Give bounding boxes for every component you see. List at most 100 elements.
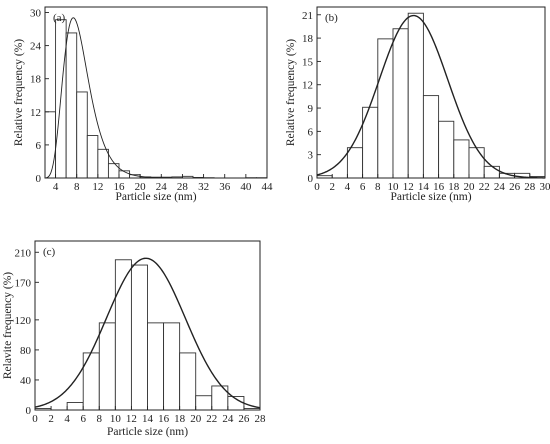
x-tick-label: 44 bbox=[262, 181, 274, 193]
panel-label: (a) bbox=[53, 12, 66, 24]
x-tick-label: 4 bbox=[64, 413, 70, 425]
x-tick-label: 16 bbox=[114, 181, 126, 193]
x-tick-label: 8 bbox=[74, 181, 80, 193]
panel-label: (b) bbox=[325, 12, 338, 24]
x-tick-label: 12 bbox=[403, 181, 414, 193]
y-tick-label: 210 bbox=[15, 247, 32, 259]
plot-frame bbox=[316, 6, 546, 179]
x-tick-label: 20 bbox=[190, 413, 202, 425]
x-tick-label: 26 bbox=[238, 413, 250, 425]
histogram-bar bbox=[107, 163, 120, 179]
x-tick-label: 18 bbox=[174, 413, 186, 425]
x-tick-label: 28 bbox=[177, 181, 189, 193]
x-tick-label: 8 bbox=[97, 413, 103, 425]
x-tick-label: 32 bbox=[198, 181, 209, 193]
y-tick-label: 18 bbox=[302, 33, 314, 45]
y-tick-label: 18 bbox=[30, 74, 42, 86]
panel-label: (c) bbox=[43, 246, 56, 258]
x-tick-label: 28 bbox=[255, 413, 267, 425]
x-tick-label: 12 bbox=[92, 181, 103, 193]
y-tick-label: 170 bbox=[15, 277, 32, 289]
y-tick-label: 0 bbox=[36, 173, 42, 185]
histogram-bar bbox=[130, 264, 148, 411]
y-axis-label: Relavite frequency (%) bbox=[2, 272, 14, 379]
plot-frame bbox=[44, 6, 268, 179]
y-tick-label: 0 bbox=[308, 173, 314, 185]
x-tick-label: 0 bbox=[32, 413, 38, 425]
y-tick-label: 6 bbox=[36, 140, 42, 152]
x-tick-label: 12 bbox=[126, 413, 137, 425]
histogram-bar bbox=[147, 322, 165, 411]
x-tick-label: 14 bbox=[418, 181, 430, 193]
histogram-bar bbox=[163, 322, 181, 411]
x-tick-label: 2 bbox=[48, 413, 54, 425]
x-tick-label: 14 bbox=[142, 413, 154, 425]
histogram-bar bbox=[97, 148, 109, 179]
x-axis-label: Particle size (nm) bbox=[115, 191, 196, 203]
y-tick-label: 3 bbox=[308, 150, 314, 162]
histogram-bar bbox=[392, 28, 409, 179]
x-tick-label: 2 bbox=[329, 181, 335, 193]
x-tick-label: 24 bbox=[222, 413, 234, 425]
x-axis-label: Particle size (nm) bbox=[107, 426, 188, 438]
histogram-bar bbox=[407, 12, 424, 179]
histogram-bar bbox=[483, 165, 500, 179]
x-tick-label: 28 bbox=[524, 181, 536, 193]
y-tick-label: 12 bbox=[30, 107, 41, 119]
x-axis-label: Particle size (nm) bbox=[390, 191, 471, 203]
x-tick-label: 4 bbox=[53, 181, 59, 193]
x-tick-label: 4 bbox=[345, 181, 351, 193]
chart-panel-3: 0 2 4 6 8 10 12 14 16 18 20 22 24 26 2804080120170210(… bbox=[2, 240, 267, 438]
x-tick-label: 10 bbox=[110, 413, 122, 425]
x-tick-label: 24 bbox=[494, 181, 506, 193]
histogram-bar bbox=[66, 402, 84, 411]
y-tick-label: 15 bbox=[302, 56, 314, 68]
y-tick-label: 24 bbox=[30, 41, 42, 53]
y-tick-label: 6 bbox=[308, 126, 314, 138]
x-tick-label: 22 bbox=[479, 181, 490, 193]
y-tick-label: 120 bbox=[15, 315, 32, 327]
x-tick-label: 22 bbox=[206, 413, 217, 425]
histogram-bar bbox=[86, 135, 99, 179]
chart-panel-2: 0 2 4 6 8 10 12 14 16 18 20 22 24 26 28 30036912151821(… bbox=[285, 6, 550, 203]
x-tick-label: 26 bbox=[509, 181, 521, 193]
y-tick-label: 21 bbox=[302, 10, 313, 22]
x-tick-label: 16 bbox=[433, 181, 445, 193]
histogram-bar bbox=[422, 95, 440, 179]
histogram-bar bbox=[468, 147, 485, 179]
x-tick-label: 36 bbox=[219, 181, 231, 193]
fit-curve bbox=[34, 257, 261, 409]
x-tick-label: 30 bbox=[540, 181, 550, 193]
histogram-bar bbox=[438, 120, 455, 179]
y-axis-label: Relative frequency (%) bbox=[285, 39, 297, 146]
x-tick-label: 24 bbox=[156, 181, 168, 193]
fit-curve bbox=[316, 14, 546, 179]
histogram-bar bbox=[346, 147, 364, 179]
y-axis-label: Relative frequency (%) bbox=[13, 39, 25, 146]
y-tick-label: 12 bbox=[302, 80, 313, 92]
x-tick-label: 20 bbox=[135, 181, 147, 193]
x-tick-label: 20 bbox=[464, 181, 476, 193]
x-tick-label: 40 bbox=[240, 181, 252, 193]
x-tick-label: 16 bbox=[158, 413, 170, 425]
x-tick-label: 18 bbox=[448, 181, 460, 193]
x-tick-label: 6 bbox=[80, 413, 86, 425]
histogram-bar bbox=[98, 322, 116, 411]
histogram-bar bbox=[377, 38, 394, 179]
chart-panel-1: 4 8 12 16 20 24 28 32 36 40 44 0 6 12 18 24 30 (a) Particl… bbox=[13, 6, 274, 203]
y-tick-label: 80 bbox=[20, 345, 32, 357]
y-tick-label: 40 bbox=[20, 375, 32, 387]
histogram-bar bbox=[82, 352, 100, 411]
y-tick-label: 9 bbox=[308, 103, 314, 115]
x-tick-label: 10 bbox=[388, 181, 400, 193]
x-tick-label: 6 bbox=[360, 181, 366, 193]
histogram-bar bbox=[65, 32, 78, 179]
y-tick-label: 30 bbox=[30, 8, 42, 20]
histogram-bar bbox=[453, 139, 470, 179]
x-tick-label: 0 bbox=[314, 181, 320, 193]
histogram-bar bbox=[179, 352, 197, 411]
histogram-bar bbox=[76, 91, 88, 179]
histogram-bar bbox=[195, 395, 213, 411]
y-tick-label: 0 bbox=[26, 405, 32, 417]
